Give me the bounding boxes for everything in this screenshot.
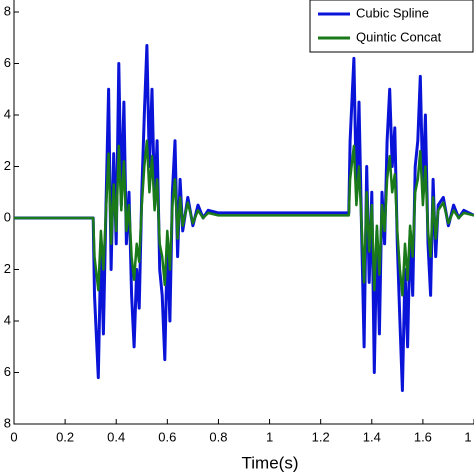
y-tick-label: 8 [4,415,11,430]
legend-label: Cubic Spline [356,5,429,20]
y-tick-label: 2 [4,261,11,276]
y-tick-label: 6 [4,55,11,70]
legend-label: Quintic Concat [356,29,442,44]
plot-frame [13,0,474,425]
series-line [14,139,474,297]
y-tick-label: 8 [4,3,11,18]
x-tick-label: 0.2 [56,429,74,444]
x-tick-label: 0.8 [209,429,227,444]
x-tick-label: 1.4 [363,429,381,444]
series-line [14,44,474,392]
x-tick-label: 0 [10,429,17,444]
x-tick-label: 1 [464,429,471,444]
x-tick-label: 1.6 [414,429,432,444]
x-tick-label: 1 [266,429,273,444]
legend-box [309,0,474,53]
x-tick-label: 0.4 [107,429,125,444]
y-tick-label: 4 [4,312,11,327]
y-tick-label: 6 [4,364,11,379]
y-tick-label: 4 [4,106,11,121]
x-tick-label: 1.2 [312,429,330,444]
y-tick-label: 2 [4,158,11,173]
x-axis-label: Time(s) [242,453,299,472]
y-tick-label: 0 [4,209,11,224]
x-tick-label: 0.6 [158,429,176,444]
